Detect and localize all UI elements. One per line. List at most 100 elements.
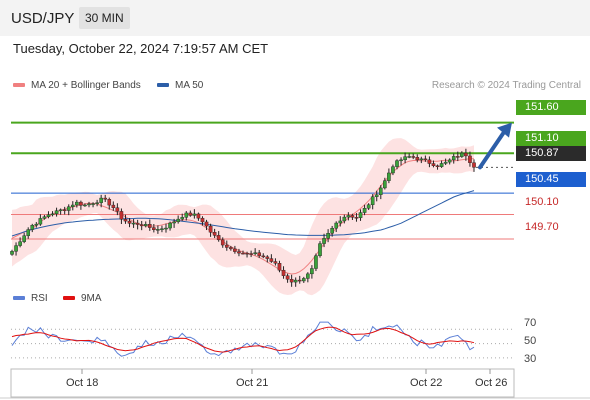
candle-up <box>378 187 383 195</box>
level-tag-150-45: 150.45 <box>516 172 586 187</box>
ma50-line <box>11 190 475 237</box>
candle-down <box>431 163 436 166</box>
rsi-swatch-icon <box>13 296 25 301</box>
candle-down <box>204 221 209 227</box>
timeframe-badge[interactable]: 30 MIN <box>79 7 130 29</box>
candle-down <box>103 197 108 200</box>
date-axis-box <box>10 368 515 398</box>
candle-up <box>26 229 31 236</box>
candle-up <box>34 223 39 226</box>
candle-up <box>306 273 310 279</box>
candle-up <box>407 156 411 158</box>
candle-down <box>224 244 229 248</box>
candle-up <box>156 229 160 231</box>
rsi-level-30: 30 <box>524 353 537 365</box>
legend-9ma: 9MA <box>63 293 102 304</box>
candle-down <box>79 201 83 206</box>
candle-down <box>297 279 302 282</box>
rsi-level-50: 50 <box>524 335 537 347</box>
candle-up <box>330 227 334 234</box>
candle-up <box>395 160 399 167</box>
candle-up <box>346 215 351 218</box>
candle-up <box>131 222 136 225</box>
rsi-ma-line <box>11 326 475 353</box>
candle-up <box>338 220 343 224</box>
candle-up <box>419 158 424 161</box>
candle-up <box>334 222 339 229</box>
candle-up <box>293 279 298 283</box>
legend-ma50: MA 50 <box>157 80 203 91</box>
symbol-title: USD/JPY <box>11 10 75 27</box>
date-label-oct-22: Oct 22 <box>410 377 443 389</box>
legend-bollinger-label: MA 20 + Bollinger Bands <box>31 80 141 91</box>
candle-down <box>212 232 217 236</box>
candle-down <box>472 162 476 168</box>
ma9-swatch-icon <box>63 296 75 301</box>
candle-up <box>22 235 26 242</box>
candle-up <box>253 252 257 255</box>
candle-down <box>269 258 274 262</box>
candle-down <box>152 227 156 230</box>
candle-down <box>464 152 468 157</box>
timestamp: Tuesday, October 22, 2024 7:19:57 AM CET <box>13 41 269 56</box>
candle-up <box>322 238 326 244</box>
candle-up <box>160 228 164 230</box>
candle-up <box>42 216 47 219</box>
candle-down <box>127 220 132 224</box>
candle-down <box>285 275 290 280</box>
candle-up <box>439 163 444 167</box>
candle-down <box>111 204 116 208</box>
candle-up <box>176 218 180 223</box>
candle-up <box>54 210 59 215</box>
candle-down <box>249 253 253 255</box>
chart-header: USD/JPY 30 MIN <box>0 0 590 36</box>
projection-arrow <box>478 128 507 170</box>
candle-down <box>273 261 278 264</box>
candle-up <box>46 214 51 217</box>
level-tag-151-10: 151.10 <box>516 131 586 146</box>
candle-up <box>184 212 189 218</box>
candle-up <box>192 213 197 216</box>
candle-up <box>443 161 448 164</box>
candle-down <box>147 224 152 228</box>
candle-up <box>99 197 103 203</box>
date-label-oct-18: Oct 18 <box>66 377 99 389</box>
candle-down <box>245 252 249 255</box>
candle-down <box>200 217 205 223</box>
candle-down <box>119 211 124 220</box>
candle-up <box>403 156 407 161</box>
candle-up <box>66 206 71 211</box>
candle-up <box>180 217 185 220</box>
legend-9ma-label: 9MA <box>81 293 102 304</box>
rsi-level-70: 70 <box>524 317 537 329</box>
candle-down <box>265 256 270 259</box>
credit-text: Research © 2024 Trading Central <box>431 80 581 91</box>
candle-up <box>387 172 391 181</box>
candle-up <box>75 201 79 206</box>
candle-up <box>87 203 91 206</box>
candle-down <box>261 255 266 258</box>
candle-up <box>38 218 43 225</box>
candle-up <box>460 152 464 157</box>
candle-up <box>10 251 14 255</box>
candle-up <box>172 221 176 224</box>
candle-up <box>18 241 22 246</box>
candle-up <box>391 166 395 174</box>
candle-up <box>342 216 347 222</box>
candle-down <box>289 279 294 283</box>
candle-up <box>95 202 99 204</box>
level-tag-151-60: 151.60 <box>516 100 586 115</box>
candle-down <box>229 247 233 250</box>
candle-up <box>318 243 322 256</box>
projection-arrow-head <box>497 122 512 138</box>
candle-down <box>123 219 128 222</box>
candle-down <box>350 215 355 218</box>
bollinger-swatch-icon <box>13 83 25 88</box>
candle-up <box>374 194 379 197</box>
rsi-line <box>11 321 475 357</box>
legend-ma50-label: MA 50 <box>175 80 204 91</box>
candle-down <box>115 207 120 212</box>
candle-up <box>310 268 314 275</box>
candle-down <box>196 213 201 219</box>
